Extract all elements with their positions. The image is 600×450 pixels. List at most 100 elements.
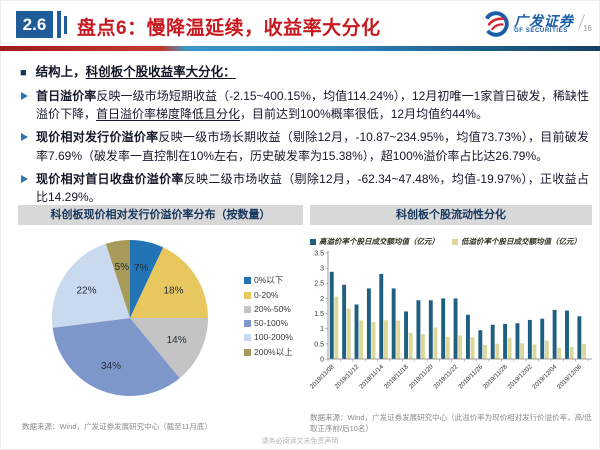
y-axis-tick-label: 2.5: [314, 281, 324, 288]
bullet-text-segment: ，目前达到100%概率很低，12月均值约44%。: [240, 107, 489, 122]
bar-legend-item: 低溢价率个股日成交额均值（亿元）: [452, 236, 581, 247]
bar-series1-2019/11/12: [359, 320, 364, 359]
legend-swatch-icon: [244, 291, 251, 299]
x-axis-tick-label: 2019/11/12: [333, 363, 360, 390]
pie-slice-0%以下: [130, 239, 164, 318]
section-number-badge: 2.6: [16, 11, 53, 38]
bar-series1-2019/11/22: [458, 335, 463, 359]
bullet-item: 现价相对首日收盘价溢价率反映二级市场收益（剔除12月，-62.34~47.48%…: [20, 170, 589, 206]
bar-series1-2019/11/08: [334, 296, 339, 359]
company-logo: 广发证券 GF SECURITIES: [481, 9, 574, 39]
bar-legend-item: 高溢价率个股日成交额均值（亿元）: [310, 236, 439, 247]
legend-swatch-icon: [452, 238, 458, 245]
x-axis-tick-label: 2019/11/08: [309, 363, 336, 390]
bar-series0-2019/12/03: [540, 318, 545, 359]
bar-series0-2019/11/20: [428, 300, 433, 359]
bar-series0-2019/11/19: [416, 300, 421, 359]
bar-series0-2019/12/05: [565, 310, 569, 359]
pie-chart-legend: 0%以下 0-20% 20%-50% 50-100% 100-200% 200%以上: [244, 274, 293, 358]
pie-slice-20%-50%: [130, 318, 208, 379]
bullet-text-segment: 反映二级市场收益（剔除12月，-62.34~47.48%，均值-19.97%），…: [36, 171, 589, 205]
bar-series0-2019/11/14: [379, 273, 384, 359]
pie-chart: 7% 18% 14% 34% 22% 5% 0%以下 0-20% 20%-50% 50-100%…: [18, 232, 303, 404]
x-axis-tick-label: 2019/12/02: [506, 363, 534, 391]
y-axis-tick-label: 0.5: [314, 341, 324, 348]
pie-legend-item: 200%以上: [244, 346, 293, 358]
bar-series0-2019/11/08: [329, 271, 334, 359]
left-chart-header: 科创板现价相对发行价溢价率分布（按数量）: [18, 205, 303, 225]
arrow-bullet-icon: [21, 133, 28, 142]
bar-series1-2019/11/29: [520, 343, 525, 359]
pie-slice-0-20%: [130, 247, 208, 318]
pie-legend-label: 0-20%: [254, 290, 279, 300]
bullet-text-segment: 结构上，: [35, 65, 86, 79]
bar-series1-2019/12/04: [557, 347, 562, 359]
x-axis-tick-label: 2019/11/28: [482, 363, 509, 390]
bullet-item: 现价相对发行价溢价率反映一级市场长期收益（剔除12月，-10.87~234.95…: [20, 128, 589, 164]
x-axis-tick-label: 2019/12/06: [556, 363, 584, 391]
legend-swatch-icon: [244, 333, 251, 341]
pie-legend-label: 50-100%: [254, 318, 289, 328]
left-chart-source-note: 数据来源：Wind，广发证券发展研究中心（截至11月底）: [22, 422, 212, 431]
bar-series0-2019/11/22: [453, 298, 458, 359]
bar-chart-legend: 高溢价率个股日成交额均值（亿元） 低溢价率个股日成交额均值（亿元）: [308, 236, 594, 247]
pie-slice-label: 34%: [101, 361, 121, 372]
y-axis-tick-label: 1: [320, 326, 324, 333]
legend-swatch-icon: [244, 276, 251, 284]
pie-legend-item: 20%-50%: [244, 304, 293, 314]
y-axis-tick-label: 3.5: [314, 250, 324, 257]
bar-series1-2019/12/05: [569, 346, 574, 359]
bar-series0-2019/11/21: [441, 298, 446, 359]
square-bullet-icon: ■: [20, 67, 27, 79]
bar-series1-2019/11/11: [346, 308, 351, 359]
y-axis-tick-label: 2: [320, 296, 324, 303]
bar-series0-2019/12/06: [577, 316, 582, 359]
header-accent-bar: [57, 11, 61, 38]
bar-series1-2019/12/03: [544, 340, 549, 359]
bullet-content: ■ 结构上，科创板个股收益率大分化： 首日溢价率反映一级市场短期收益（-2.15…: [20, 61, 589, 211]
bar-series0-2019/12/04: [552, 309, 557, 359]
x-axis-tick-label: 2019/12/04: [531, 363, 559, 391]
bar-series1-2019/11/26: [482, 345, 487, 359]
bar-series1-2019/11/15: [396, 320, 401, 359]
bullet-item: 首日溢价率反映一级市场短期收益（-2.15~400.15%，均值114.24%）…: [20, 87, 589, 123]
legend-swatch-icon: [310, 238, 316, 245]
gf-securities-logo-icon: [483, 11, 509, 37]
bar-series1-2019/11/14: [383, 320, 388, 359]
x-axis-tick-label: 2019/11/18: [383, 363, 410, 390]
y-axis-tick-label: 0: [320, 356, 324, 363]
arrow-bullet-icon: [21, 174, 28, 183]
lead-bullet: ■ 结构上，科创板个股收益率大分化：: [20, 61, 589, 80]
pie-slice-200%以上: [105, 239, 130, 318]
lead-bullet-text: 结构上，科创板个股收益率大分化：: [36, 61, 236, 80]
bar-series1-2019/11/21: [445, 336, 450, 359]
pie-slice-label: 14%: [167, 335, 187, 346]
bar-series1-2019/11/13: [371, 322, 376, 359]
header-divider: [0, 46, 600, 51]
bar-series1-2019/11/27: [495, 343, 500, 359]
bar-series0-2019/11/13: [366, 288, 371, 359]
bullet-text-segment: 现价相对首日收盘价溢价率: [36, 171, 184, 186]
bar-series0-2019/11/26: [478, 330, 483, 359]
bar-series0-2019/11/12: [354, 304, 359, 359]
bar-series0-2019/11/18: [404, 311, 408, 359]
page-number: 16: [583, 24, 592, 33]
right-chart-header: 科创板个股流动性分化: [310, 205, 592, 225]
bullet-text-segment: 现价相对发行价溢价率: [36, 130, 159, 145]
pie-legend-item: 50-100%: [244, 318, 293, 328]
pie-slice-100-200%: [51, 243, 130, 328]
bullet-item-text: 现价相对首日收盘价溢价率反映二级市场收益（剔除12月，-62.34~47.48%…: [36, 170, 589, 206]
x-axis-tick-label: 2019/11/26: [457, 363, 484, 390]
bullet-item-text: 现价相对发行价溢价率反映一级市场长期收益（剔除12月，-10.87~234.95…: [36, 128, 589, 164]
y-axis-tick-label: 1.5: [314, 311, 324, 318]
pie-legend-label: 200%以上: [254, 347, 293, 357]
bar-legend-label: 高溢价率个股日成交额均值（亿元）: [319, 237, 439, 246]
bar-series0-2019/11/28: [503, 323, 508, 359]
pie-slice-label: 7%: [134, 263, 149, 274]
bullet-list: 首日溢价率反映一级市场短期收益（-2.15~400.15%，均值114.24%）…: [20, 87, 589, 206]
pie-legend-label: 100-200%: [254, 332, 293, 342]
pie-slice-label: 5%: [115, 262, 130, 273]
logo-name-cn: 广发证券: [514, 12, 574, 29]
bar-series1-2019/12/02: [532, 344, 537, 359]
